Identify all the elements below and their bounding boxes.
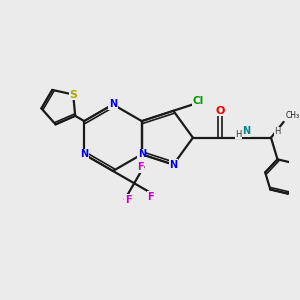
Text: N: N (80, 149, 88, 159)
Text: F: F (125, 194, 132, 205)
Text: F: F (147, 192, 154, 202)
Text: N: N (169, 160, 177, 170)
Text: N: N (138, 149, 146, 159)
Text: H: H (235, 130, 242, 139)
Text: S: S (69, 89, 77, 100)
Text: Cl: Cl (193, 96, 204, 106)
Text: N: N (242, 126, 250, 136)
Text: F: F (137, 162, 143, 172)
Text: H: H (274, 128, 280, 136)
Text: O: O (216, 106, 225, 116)
Text: N: N (109, 99, 117, 110)
Text: CH₃: CH₃ (286, 112, 300, 121)
